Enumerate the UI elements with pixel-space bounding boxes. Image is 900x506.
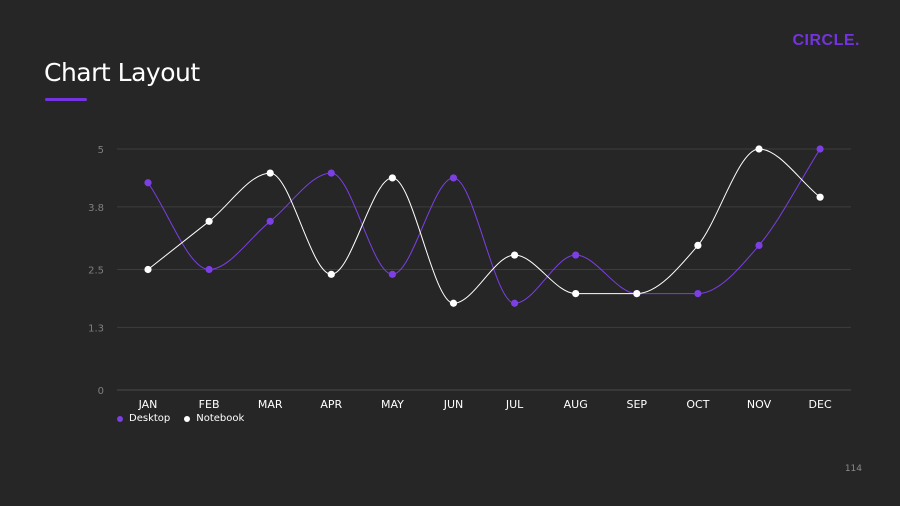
x-tick-label: SEP [627,398,648,411]
data-point-desktop[interactable] [449,174,458,182]
legend-label-notebook: Notebook [196,413,245,424]
legend-label-desktop: Desktop [129,413,171,424]
legend-item-desktop[interactable]: Desktop [117,413,170,424]
x-axis-ticks: JAN FEB MAR APR MAY JUN JUL AUG SEP OCT NOV DEC [138,398,832,411]
x-tick-label: DEC [809,398,832,411]
chart-series-lines [147,148,821,304]
data-point-desktop[interactable] [816,145,824,153]
data-point-notebook[interactable] [572,290,580,298]
brand-logo: CIRCLE. [792,32,860,49]
series-line-desktop [147,148,821,304]
y-tick-label: 5 [98,145,104,156]
chart-series-points [144,145,824,307]
data-point-notebook[interactable] [694,241,702,249]
data-point-notebook[interactable] [327,270,335,278]
x-tick-label: OCT [686,398,709,411]
x-tick-label: FEB [199,398,220,411]
y-axis-ticks: 0 1.3 2.5 3.8 5 [88,145,104,397]
data-point-desktop[interactable] [144,179,152,187]
chart-gridlines [117,148,851,391]
x-tick-label: AUG [564,398,588,411]
legend-item-notebook[interactable]: Notebook [184,413,244,424]
data-point-desktop[interactable] [755,241,763,249]
title-underline [45,98,87,101]
data-point-desktop[interactable] [266,217,274,225]
chart-legend: Desktop Notebook [117,413,244,424]
page-number: 114 [844,464,862,474]
y-tick-label: 0 [98,386,104,397]
data-point-notebook[interactable] [205,217,213,225]
data-point-desktop[interactable] [694,290,702,298]
data-point-notebook[interactable] [144,265,152,274]
data-point-notebook[interactable] [449,299,458,307]
data-point-desktop[interactable] [327,169,335,177]
series-line-notebook [147,148,821,304]
y-tick-label: 3.8 [88,203,104,214]
data-point-notebook[interactable] [510,251,519,259]
x-tick-label: APR [320,398,342,411]
data-point-desktop[interactable] [205,265,213,274]
x-tick-label: NOV [747,398,772,411]
x-tick-label: JUL [505,398,524,411]
legend-marker-notebook [184,415,191,422]
x-tick-label: MAY [381,398,404,411]
legend-marker-desktop [117,415,123,422]
x-tick-label: MAR [258,398,283,411]
x-tick-label: JUN [443,398,464,411]
x-tick-label: JAN [138,398,158,411]
data-point-notebook[interactable] [755,145,763,153]
data-point-notebook[interactable] [816,193,824,201]
data-point-desktop[interactable] [510,299,519,307]
data-point-notebook[interactable] [633,290,641,298]
y-tick-label: 1.3 [88,323,104,334]
y-tick-label: 2.5 [88,266,104,277]
data-point-notebook[interactable] [388,174,396,182]
data-point-desktop[interactable] [572,251,580,259]
page-title: Chart Layout [44,58,200,87]
data-point-notebook[interactable] [266,169,274,177]
data-point-desktop[interactable] [388,270,396,278]
